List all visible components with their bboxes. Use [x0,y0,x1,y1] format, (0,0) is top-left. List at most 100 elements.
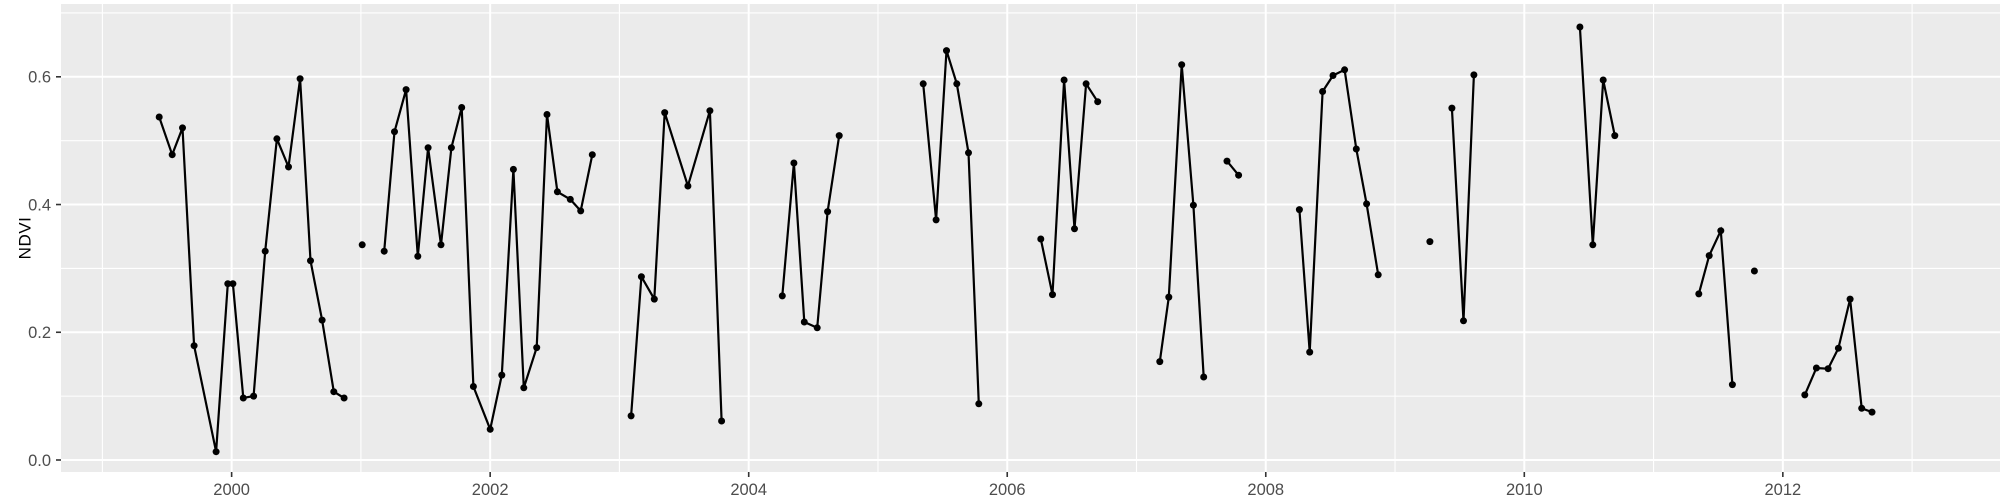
data-point [1156,358,1164,366]
data-point [447,144,455,152]
data-point [1329,72,1337,79]
data-point [509,165,517,173]
data-point [577,207,585,215]
data-point [155,113,163,121]
data-point [1868,408,1876,416]
data-point [684,182,692,190]
data-point [943,47,950,55]
data-point [437,241,445,249]
data-point [261,247,269,255]
series-line-segment [1039,79,1099,295]
plot-panel [61,4,2000,472]
data-point [627,412,635,420]
data-point [520,384,528,392]
data-point [553,188,561,196]
data-point [1235,171,1243,179]
data-point [402,86,410,94]
data-point [778,292,786,300]
data-point [932,216,940,224]
data-point [1846,295,1854,303]
data-point [190,342,198,350]
data-point [296,75,304,83]
x-tick-label: 2004 [730,481,767,499]
data-point [835,132,843,140]
data-point [1611,132,1619,140]
series-line-segment [1578,26,1616,245]
data-point [1824,365,1832,373]
data-point [533,344,541,352]
data-point [1319,88,1327,95]
data-point [637,273,645,281]
series-line-segment [1298,68,1380,353]
data-point [1426,238,1434,246]
data-point [953,80,961,88]
data-point [919,80,927,88]
data-point [285,163,292,171]
data-point [1200,373,1208,381]
data-point [469,383,477,390]
data-point [824,208,832,216]
data-point [486,425,494,433]
data-point [1295,206,1303,214]
data-point [1858,404,1866,412]
data-point [250,392,258,400]
data-point [1306,348,1314,356]
data-point [1705,252,1713,260]
y-tick-label: 0.4 [28,196,51,214]
data-point [168,151,176,159]
data-point [1801,391,1809,399]
data-point [179,124,186,132]
data-point [1082,80,1090,88]
data-point [1589,241,1597,249]
data-point [1717,227,1725,235]
data-point [1812,364,1820,372]
data-point [224,280,232,288]
data-point [1223,157,1231,165]
data-point [1178,61,1186,69]
x-tick-label: 2008 [1247,481,1284,499]
data-point [790,159,798,167]
x-tick-label: 2002 [472,481,509,499]
data-point [800,318,808,326]
data-point [1695,290,1703,298]
data-point [706,107,714,115]
data-point [650,295,658,303]
x-tick-label: 2012 [1764,481,1801,499]
data-point [318,316,326,324]
data-point [1060,76,1068,84]
x-tick-label: 2010 [1506,481,1543,499]
data-point [307,257,314,265]
data-point [458,104,466,111]
data-point [1750,267,1758,275]
series-line-segment [922,50,980,404]
data-point [1448,104,1456,112]
series-line-segment [781,135,841,330]
data-point [380,247,388,255]
data-point [965,149,972,157]
data-point [1037,235,1045,243]
data-point [391,128,398,136]
data-point [1460,317,1467,325]
data-point [273,135,281,143]
data-point [424,144,432,152]
data-point [1728,381,1736,389]
data-point [358,241,366,249]
data-point [1834,344,1842,352]
data-point [239,394,247,402]
data-point [813,324,821,332]
data-point [498,371,506,379]
y-tick-label: 0.2 [28,324,51,342]
data-point [1049,291,1056,299]
y-tick-label: 0.6 [28,69,51,87]
x-tick-label: 2006 [989,481,1026,499]
data-point [975,400,983,408]
data-point [1576,23,1584,31]
data-point [414,252,422,260]
data-point [1341,66,1349,74]
data-point [330,388,338,396]
data-point [1165,293,1173,301]
data-point [588,151,596,159]
data-point [1071,225,1078,233]
